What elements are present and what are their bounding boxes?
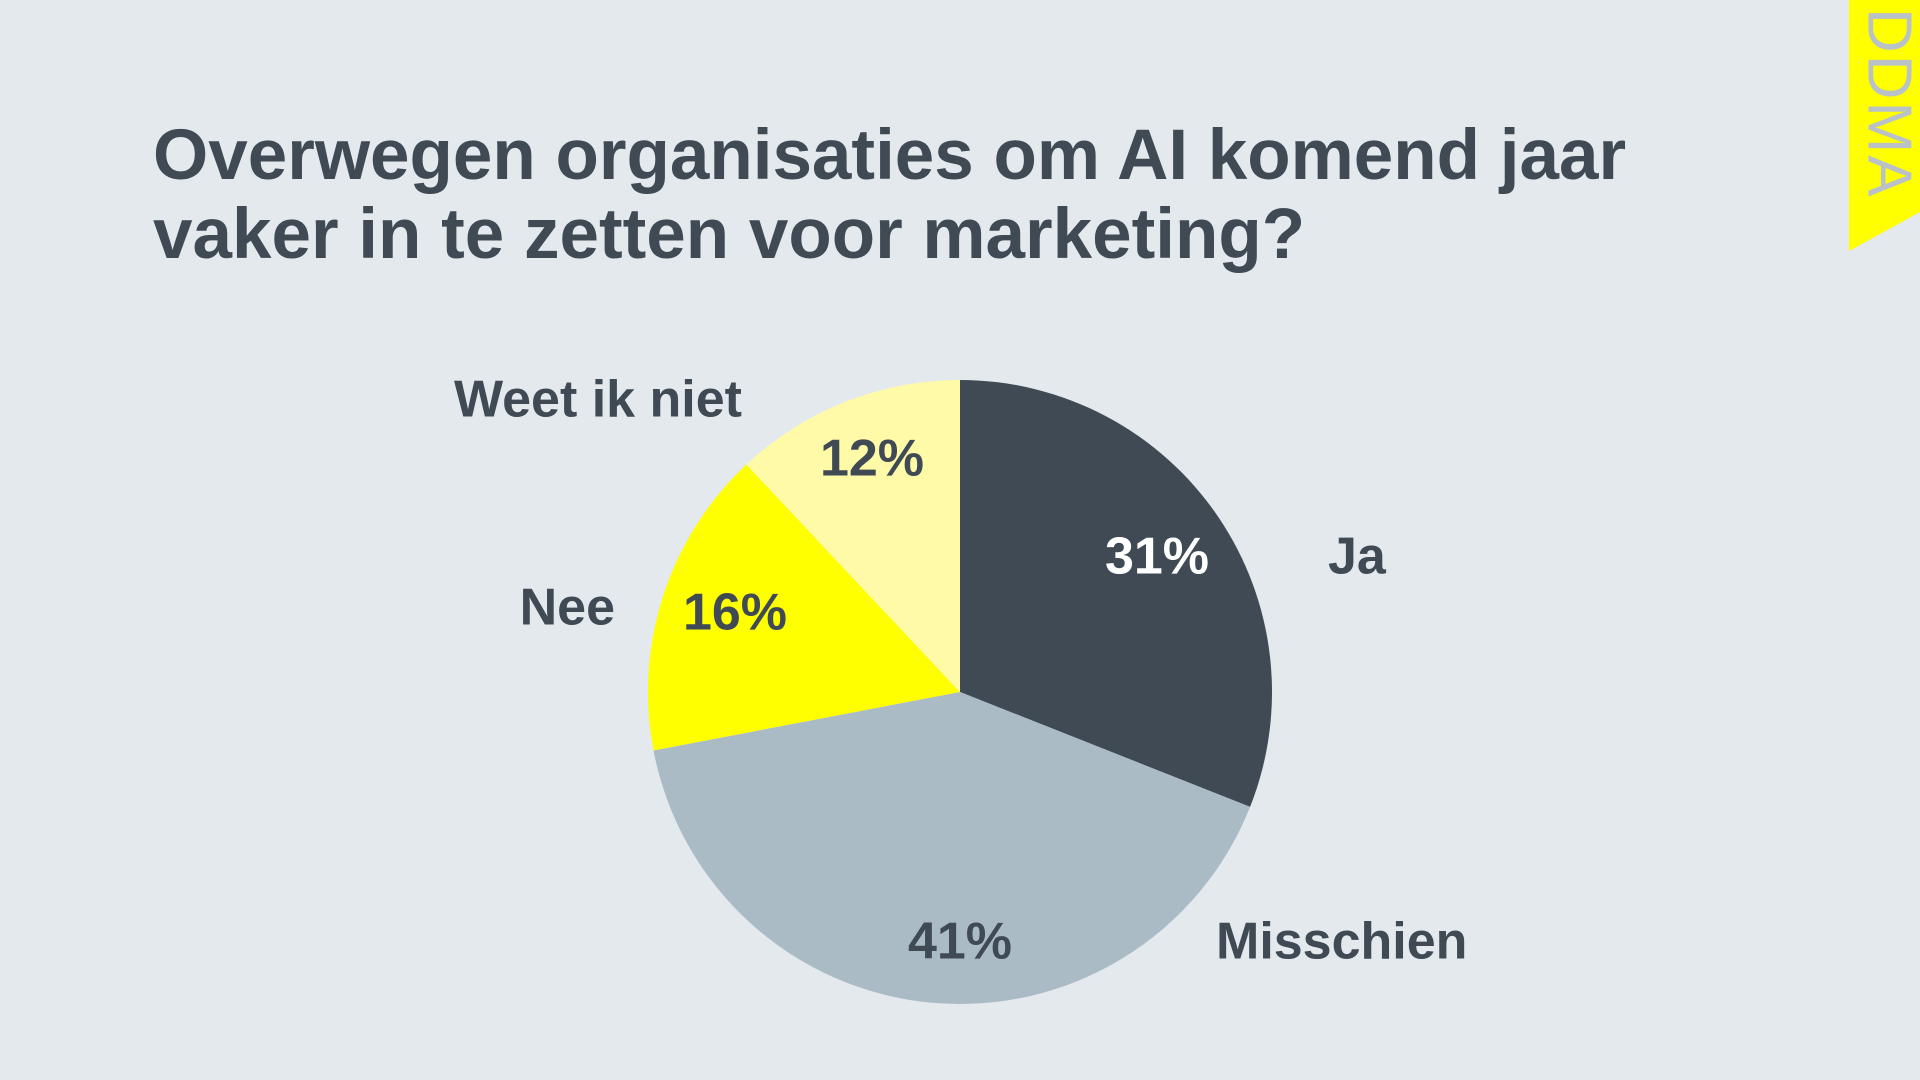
pie-slice: [960, 380, 1272, 807]
category-label: Weet ik niet: [454, 371, 742, 429]
chart-title: Overwegen organisaties om AI komend jaar…: [153, 116, 1626, 274]
category-label: Nee: [520, 579, 615, 637]
pie-slice: [746, 380, 960, 692]
pie-slice: [653, 692, 1251, 1005]
value-label: 12%: [820, 430, 924, 488]
logo-band: [1849, 0, 1920, 251]
pie-slice: [648, 464, 960, 751]
value-label: 41%: [908, 913, 1012, 971]
value-label: 16%: [683, 584, 787, 642]
value-label: 31%: [1105, 528, 1209, 586]
category-label: Ja: [1328, 528, 1387, 586]
category-label: Misschien: [1216, 913, 1467, 971]
logo: DDMA: [1855, 8, 1920, 199]
